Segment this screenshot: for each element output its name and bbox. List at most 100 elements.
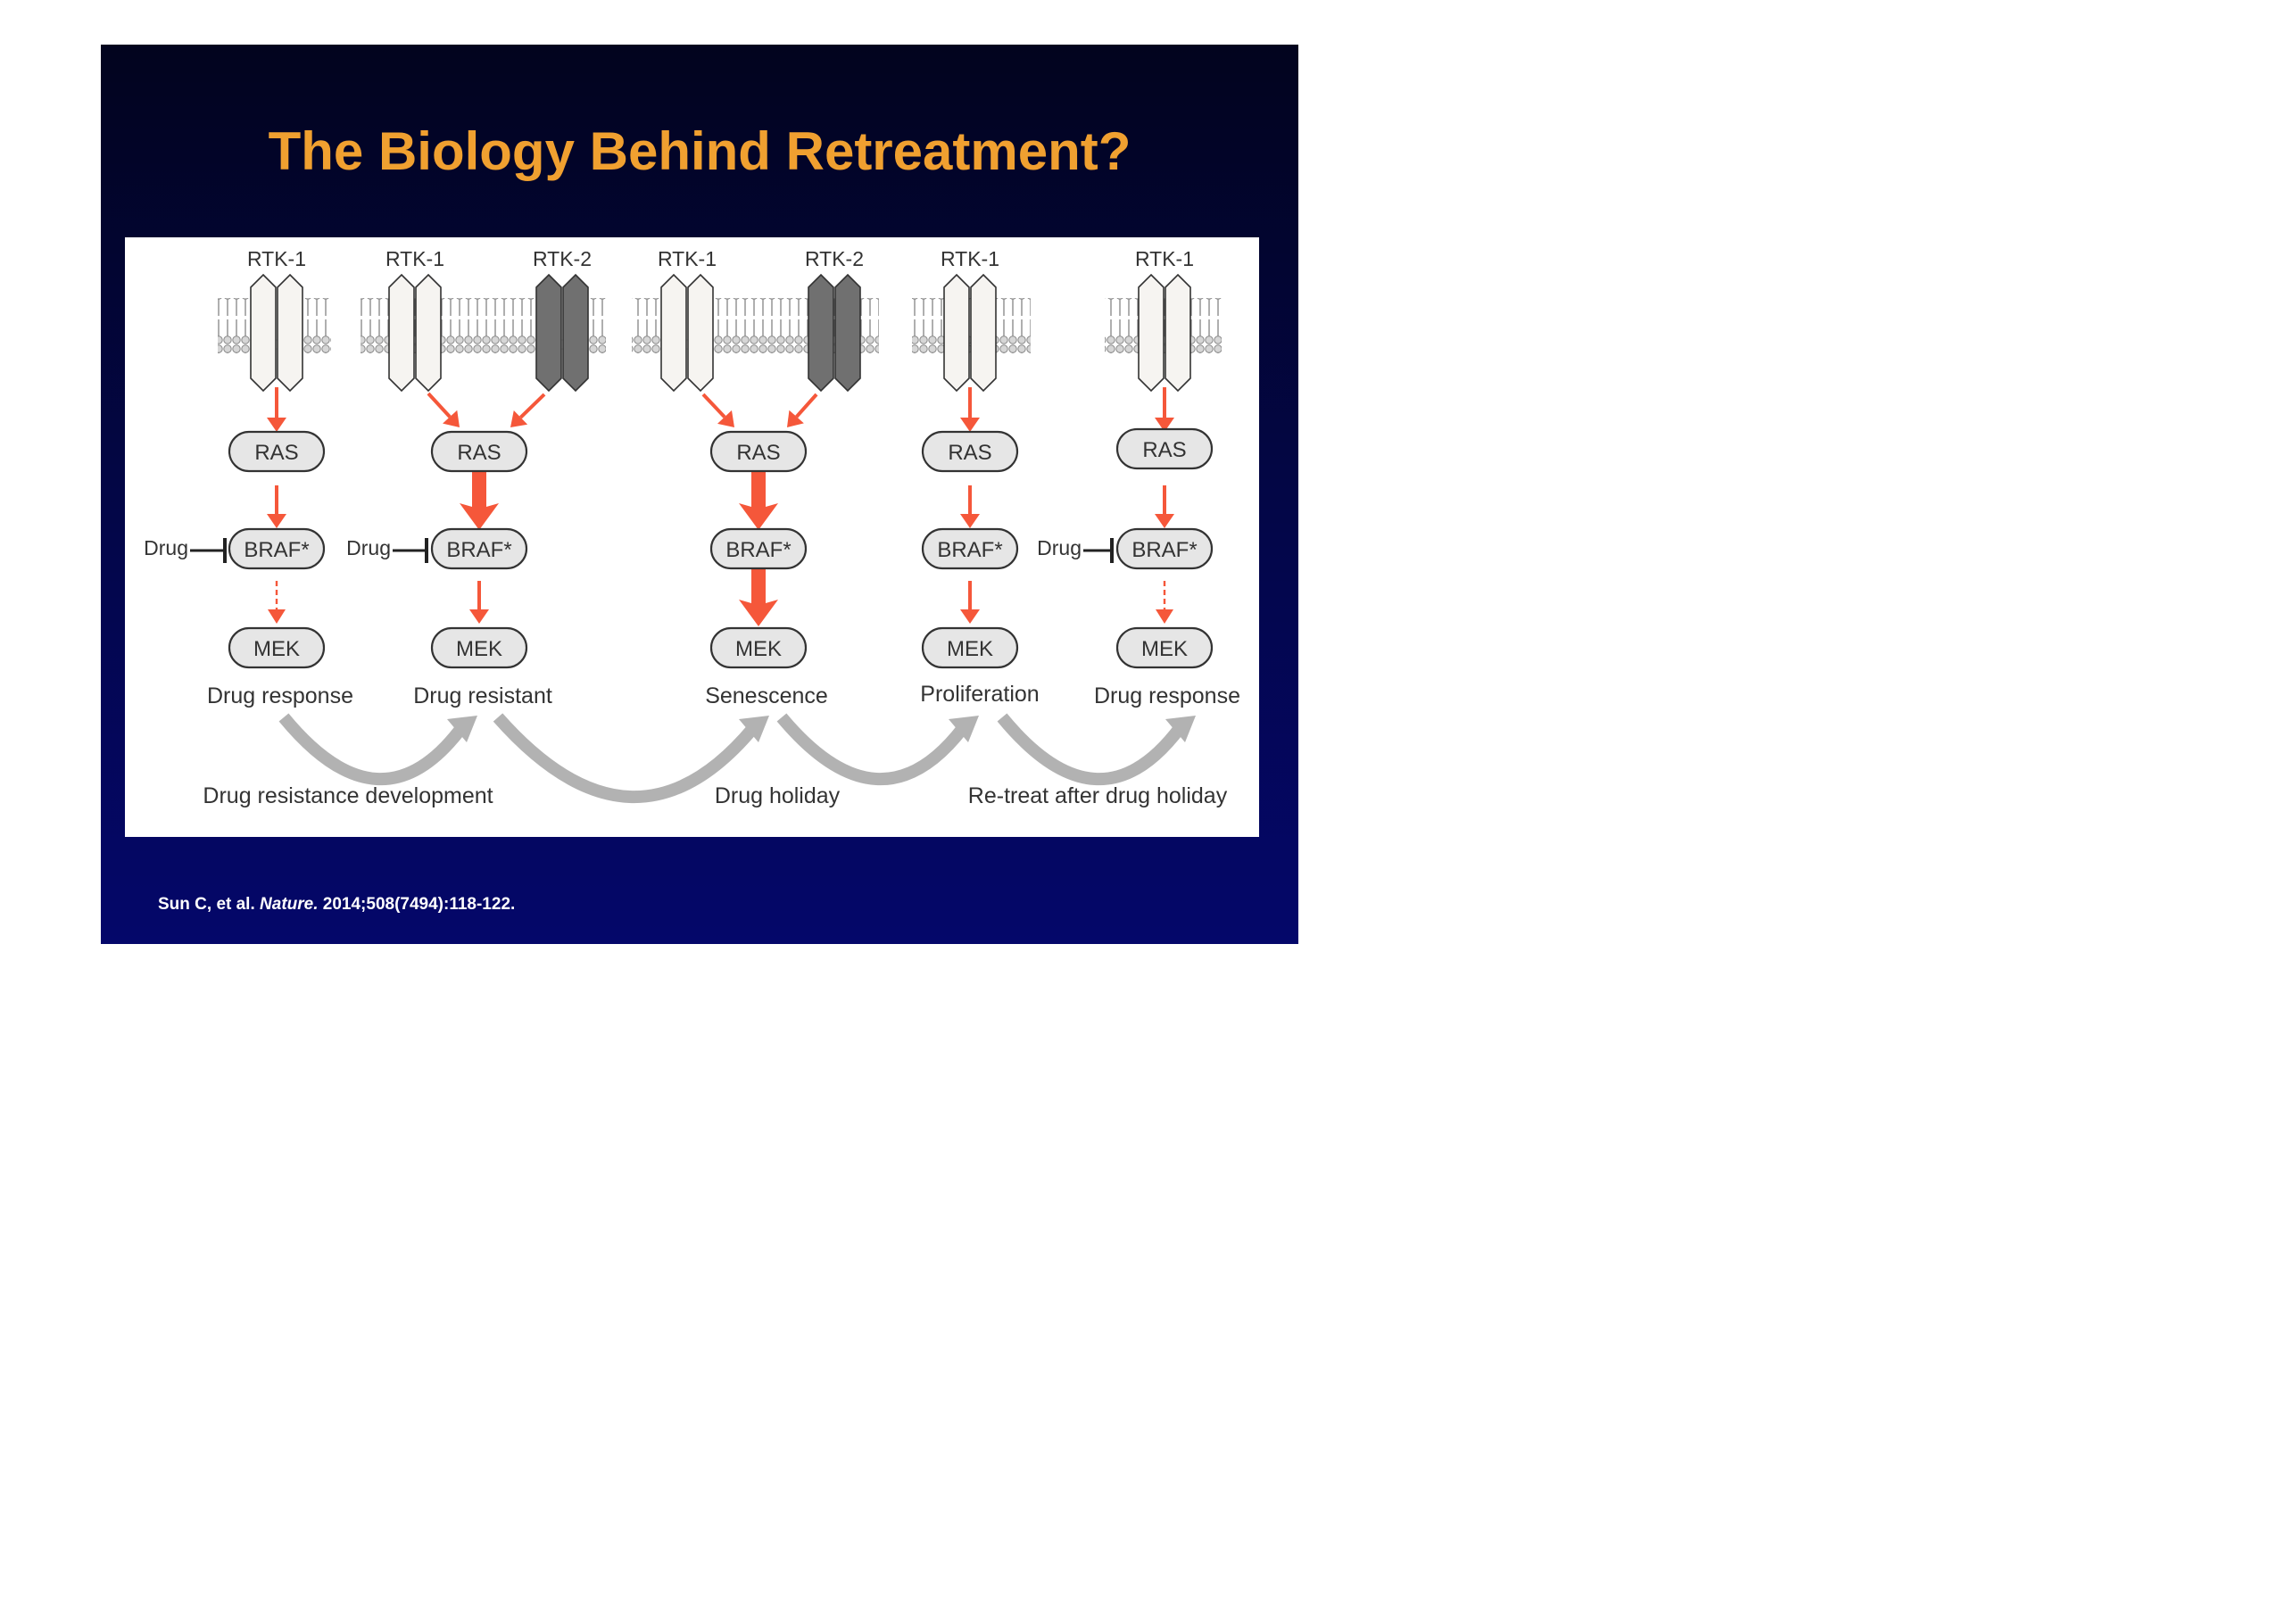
rtk2-receptor (535, 273, 589, 393)
ras-node: RAS (1115, 427, 1214, 470)
drug-inhibitor: Drug (1037, 536, 1114, 563)
ras-node-shape (1115, 427, 1214, 470)
receptor-label: RTK-1 (658, 247, 717, 270)
arrow-head (960, 418, 980, 432)
rtk1-receptor (660, 273, 714, 393)
drug-inhibitor: Drug (346, 536, 428, 563)
state-label: Proliferation (920, 682, 1039, 707)
arrow-shaft (427, 392, 452, 418)
mek-node: MEK (228, 626, 326, 669)
mek-node-shape (921, 626, 1019, 669)
mek-node-label: MEK (735, 637, 782, 661)
receptor-subunit (1138, 273, 1165, 393)
signal-arrows (267, 387, 1174, 626)
receptor-ras-arrow (1155, 387, 1174, 432)
receptor-ras-arrow (510, 393, 546, 427)
curve-shaft (278, 713, 467, 786)
strong-arrow (460, 471, 499, 530)
citation-journal: Nature. (260, 895, 319, 914)
ras-node-label: RAS (254, 441, 298, 465)
drug-label: Drug (144, 536, 188, 559)
ras-node-shape (430, 430, 528, 473)
arrow-shaft (519, 393, 546, 419)
arrow-shape (460, 471, 499, 530)
receptor-subunit (687, 273, 714, 393)
mek-node: MEK (709, 626, 808, 669)
curve-head (949, 716, 979, 742)
braf-node: BRAF* (921, 527, 1019, 570)
transition-arrows: Drug resistance development Drug holiday R… (203, 713, 1228, 808)
transition-arrow (278, 713, 477, 786)
arrow-head (1156, 609, 1173, 624)
ras-node: RAS (921, 430, 1019, 473)
arrow-head (469, 609, 489, 624)
pathway-diagram: RTK-1 RTK-1 RTK-2 RTK-1 RTK-2 RTK-1 RTK-1 RAS R… (144, 247, 1240, 808)
state-labels: Drug response Drug resistant Senescence Pro… (207, 682, 1240, 708)
ras-node-label: RAS (457, 441, 501, 465)
transition-arrow (776, 713, 979, 786)
curve-head (447, 716, 477, 742)
arrow-shape (739, 471, 778, 530)
receptor-subunit (660, 273, 687, 393)
curve-shaft (493, 713, 758, 803)
slide: The Biology Behind Retreatment? RTK-1 RTK… (101, 45, 1298, 944)
transition-label: Re-treat after drug holiday (968, 783, 1228, 808)
ras-braf-arrow (267, 485, 286, 528)
mek-node-shape (228, 626, 326, 669)
rtk1-receptor (1138, 273, 1191, 393)
mek-node-label: MEK (456, 637, 502, 661)
receptor-subunit (535, 273, 562, 393)
mek-node-shape (430, 626, 528, 669)
state-label: Drug response (207, 683, 353, 708)
citation-authors: Sun C, et al. (158, 895, 255, 914)
mek-node: MEK (921, 626, 1019, 669)
rtk1-receptor (250, 273, 303, 393)
braf-node-shape (709, 527, 808, 570)
receptor-subunit (277, 273, 303, 393)
arrow-head (1155, 418, 1174, 432)
pathway-nodes: RAS RAS RAS RAS RAS BRAF* BRAF* BRAF* BRAF* BRAF*… (228, 427, 1214, 669)
drug-label: Drug (1037, 536, 1082, 559)
arrow-shaft (701, 393, 726, 418)
arrow-head (268, 609, 286, 624)
receptor-subunit (562, 273, 589, 393)
state-label: Senescence (705, 683, 828, 708)
braf-node: BRAF* (1115, 527, 1214, 570)
citation-details: 2014;508(7494):118-122. (322, 895, 516, 914)
braf-node-shape (228, 527, 326, 570)
curve-head (739, 716, 769, 742)
state-label: Drug resistant (413, 683, 552, 708)
transition-label: Drug resistance development (203, 783, 493, 808)
receptor-subunit (415, 273, 442, 393)
citation: Sun C, et al. Nature. 2014;508(7494):118… (158, 895, 515, 915)
braf-node-label: BRAF* (1131, 538, 1197, 562)
mek-node-label: MEK (253, 637, 300, 661)
arrow-shaft (795, 393, 818, 418)
receptor-label: RTK-2 (533, 247, 592, 270)
ras-node-label: RAS (1142, 438, 1186, 462)
receptor-ras-arrow (701, 393, 734, 427)
weak-braf-mek-arrow (268, 581, 286, 624)
receptor-ras-arrow (267, 387, 286, 432)
drug-inhibitor: Drug (144, 536, 227, 563)
receptor-subunit (943, 273, 970, 393)
braf-node-label: BRAF* (937, 538, 1002, 562)
braf-node: BRAF* (709, 527, 808, 570)
mek-node: MEK (430, 626, 528, 669)
curve-head (1165, 716, 1196, 742)
cell-membranes (218, 298, 1222, 353)
braf-node: BRAF* (228, 527, 326, 570)
transition-arrow (493, 713, 769, 803)
receptor-ras-arrow (427, 392, 460, 427)
ras-node-shape (921, 430, 1019, 473)
arrow-head (960, 514, 980, 528)
ras-node: RAS (430, 430, 528, 473)
receptor-label: RTK-1 (1135, 247, 1194, 270)
receptor-ras-arrow (960, 387, 980, 432)
slide-title: The Biology Behind Retreatment? (268, 121, 1131, 181)
strong-arrow (739, 569, 778, 626)
rtk2-receptor (808, 273, 861, 393)
mek-node: MEK (1115, 626, 1214, 669)
weak-braf-mek-arrow (1156, 581, 1173, 624)
mek-node-shape (1115, 626, 1214, 669)
